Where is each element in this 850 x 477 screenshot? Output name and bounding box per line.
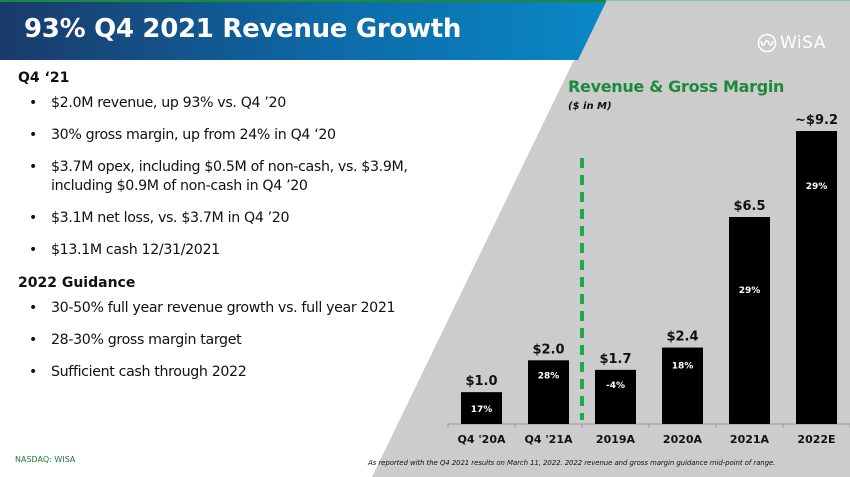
bullet-icon: • (29, 95, 37, 111)
list-item: • 28-30% gross margin target (29, 332, 242, 348)
section-heading-guidance: 2022 Guidance (18, 275, 136, 291)
list-item: • $13.1M cash 12/31/2021 (29, 242, 220, 258)
bullet-icon: • (29, 159, 37, 175)
bar-2020a (662, 347, 703, 424)
bullet-icon: • (29, 364, 37, 380)
bar-margin-label: 18% (672, 362, 694, 372)
bar-margin-label: 28% (538, 371, 560, 381)
slide-title: 93% Q4 2021 Revenue Growth (24, 14, 462, 44)
bar-margin-label: 17% (471, 405, 493, 415)
wisa-logo: WiSA (757, 33, 826, 53)
bullet-icon: • (29, 300, 37, 316)
footnote: As reported with the Q4 2021 results on … (368, 459, 776, 467)
logo-text: WiSA (780, 33, 826, 53)
x-tick-label: 2022E (797, 433, 835, 446)
bar-q420a (461, 392, 502, 424)
bar-value-label: $1.0 (465, 374, 497, 389)
bullet-icon: • (29, 127, 37, 143)
chart-title: Revenue & Gross Margin (568, 77, 785, 96)
x-tick-label: Q4 '21A (524, 433, 573, 446)
list-item: • 30-50% full year revenue growth vs. ful… (29, 300, 396, 316)
bar-value-label: $1.7 (599, 352, 631, 367)
ticker-label: NASDAQ: WISA (15, 455, 76, 464)
section-heading-q4: Q4 ‘21 (18, 70, 70, 86)
bullet-icon: • (29, 210, 37, 226)
bullet-icon: • (29, 332, 37, 348)
bar-margin-label: 29% (739, 286, 761, 296)
bullet-icon: • (29, 242, 37, 258)
bar-margin-label: 29% (806, 182, 828, 192)
bar-q421a (528, 360, 569, 424)
bar-2022e (796, 131, 837, 424)
chart-subtitle: ($ in M) (568, 101, 612, 112)
x-tick-label: 2019A (596, 433, 636, 446)
header-band (0, 2, 606, 60)
x-tick-label: 2021A (730, 433, 770, 446)
bar-2019a (595, 369, 636, 424)
header-top-accent (0, 0, 606, 2)
bar-margin-label: -4% (606, 381, 625, 391)
bar-value-label: $6.5 (733, 199, 765, 214)
list-item: • $3.7M opex, including $0.5M of non-cash… (29, 159, 408, 194)
bar-value-label: $2.4 (666, 330, 698, 345)
x-tick-label: Q4 '20A (457, 433, 506, 446)
guidance-bullet-list: • 30-50% full year revenue growth vs. ful… (29, 299, 438, 382)
wisa-wave-icon (757, 33, 777, 53)
highlights-column: Q4 ‘21 • $2.0M revenue, up 93% vs. Q4 ’20… (18, 68, 438, 395)
bar-value-label: $2.0 (532, 342, 564, 357)
q4-bullet-list: • $2.0M revenue, up 93% vs. Q4 ’20 • 30% g… (29, 94, 438, 260)
x-tick-label: 2020A (663, 433, 703, 446)
list-item: • $3.1M net loss, vs. $3.7M in Q4 ’20 (29, 210, 290, 226)
bar-value-label: ~$9.2 (795, 113, 838, 128)
list-item: • Sufficient cash through 2022 (29, 364, 247, 380)
list-item: • $2.0M revenue, up 93% vs. Q4 ’20 (29, 95, 286, 111)
top-accent-right (606, 0, 850, 1)
list-item: • 30% gross margin, up from 24% in Q4 ‘20 (29, 127, 336, 143)
bar-2021a (729, 216, 770, 424)
